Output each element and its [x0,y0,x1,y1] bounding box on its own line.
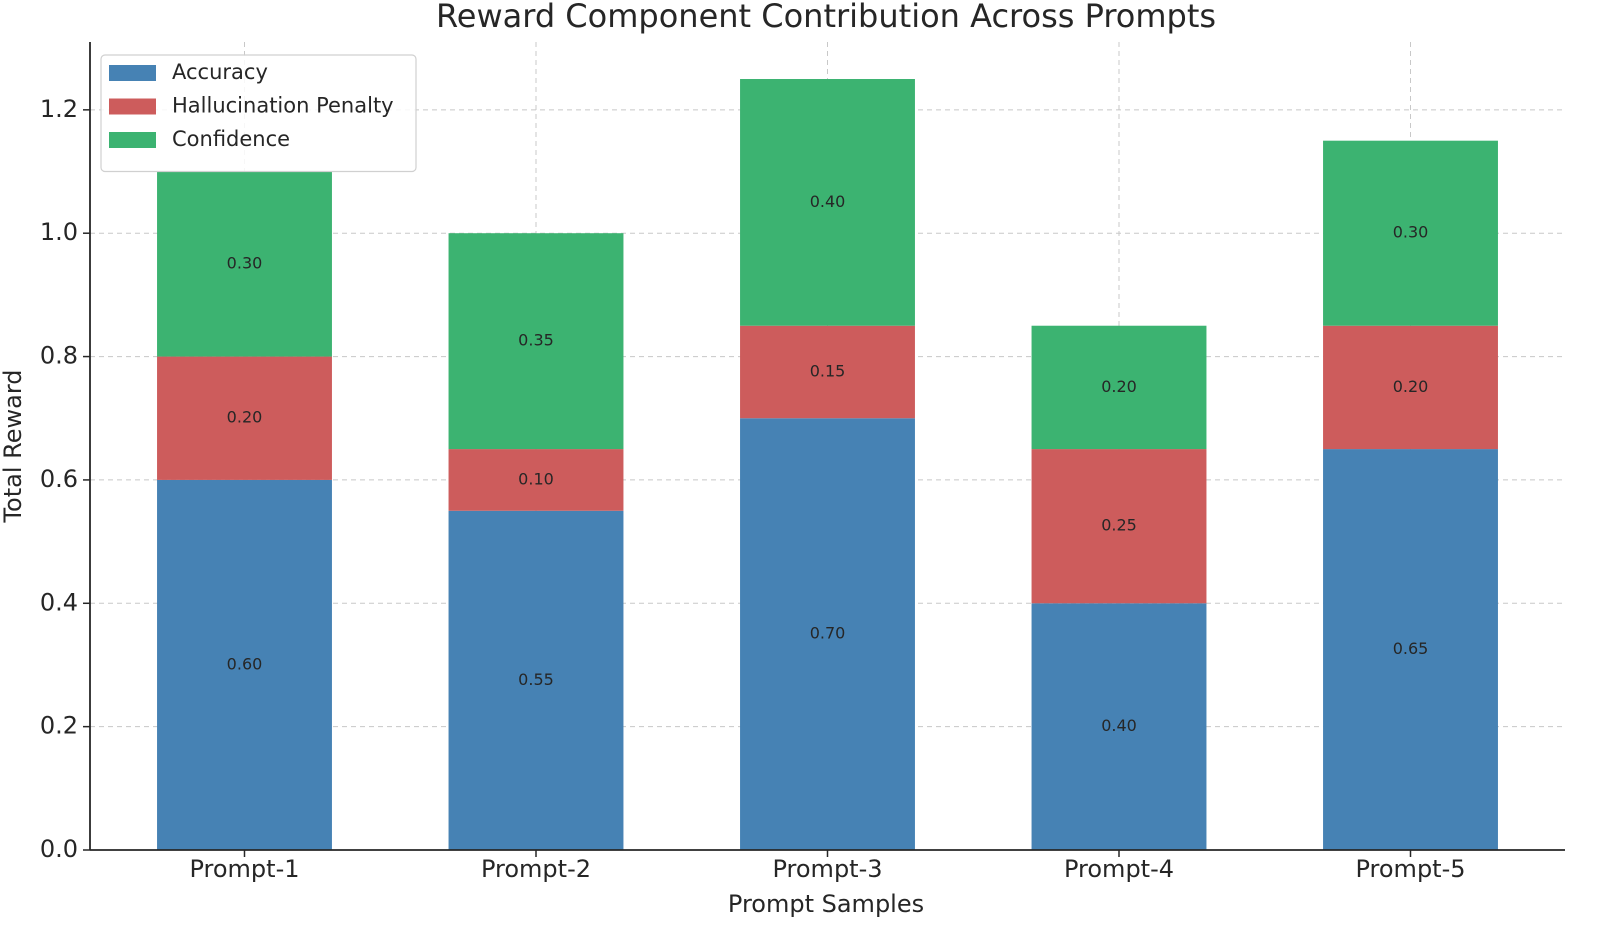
y-tick-label: 0.2 [40,712,78,740]
y-tick-label: 1.0 [40,218,78,246]
legend-label: Hallucination Penalty [172,94,394,118]
value-label: 0.25 [1101,516,1137,535]
value-label: 0.55 [518,670,554,689]
y-tick-label: 0.0 [40,835,78,863]
x-tick-label: Prompt-2 [481,855,591,883]
x-tick-label: Prompt-3 [772,855,882,883]
bars-layer: 0.60 0.55 0.70 0.40 0.65 0.20 0.10 0.15 0.25 0.20… [157,79,1498,850]
legend-box [100,54,417,173]
value-label: 0.30 [1393,223,1429,242]
legend-swatch [109,132,156,148]
bar-segment [448,449,624,511]
x-axis-label: Prompt Samples [728,890,924,918]
bar-segment [1323,449,1498,850]
bar-segment [448,233,624,450]
value-label: 0.65 [1393,639,1429,658]
value-label: 0.60 [227,654,263,673]
bar-segment [740,325,915,419]
x-tick-label: Prompt-5 [1355,855,1465,883]
legend-label: Accuracy [172,60,268,84]
value-label: 0.20 [227,408,263,427]
bar-segment [740,418,915,850]
x-tick-label: Prompt-1 [189,855,299,883]
bar-segment [1323,140,1498,326]
bar-segment [1031,325,1207,450]
bar-segment [157,479,332,850]
value-label: 0.30 [227,254,263,273]
value-label: 0.40 [810,192,846,211]
legend-swatch [109,65,156,81]
bar-segment [1031,603,1207,850]
value-label: 0.20 [1393,377,1429,396]
bar-segment [1031,449,1207,604]
value-label: 0.15 [810,361,846,380]
x-tick-label: Prompt-4 [1064,855,1174,883]
bar-segment [157,356,332,480]
bar-segment [448,510,624,850]
value-label: 0.10 [518,469,554,488]
bar-segment [740,79,915,326]
bar-segment [1323,325,1498,450]
y-tick-label: 1.2 [40,95,78,123]
legend-label: Confidence [172,127,290,151]
value-label: 0.20 [1101,377,1137,396]
chart-title: Reward Component Contribution Across Pro… [436,0,1216,35]
value-label: 0.35 [518,331,554,350]
y-tick-label: 0.4 [40,588,78,616]
legend-swatch [109,98,156,115]
value-label: 0.40 [1101,716,1137,735]
bar-segment [157,171,332,357]
y-axis-label: Total Reward [0,369,27,523]
y-tick-label: 0.6 [40,465,78,493]
y-tick-label: 0.8 [40,342,78,370]
value-label: 0.70 [810,624,846,643]
